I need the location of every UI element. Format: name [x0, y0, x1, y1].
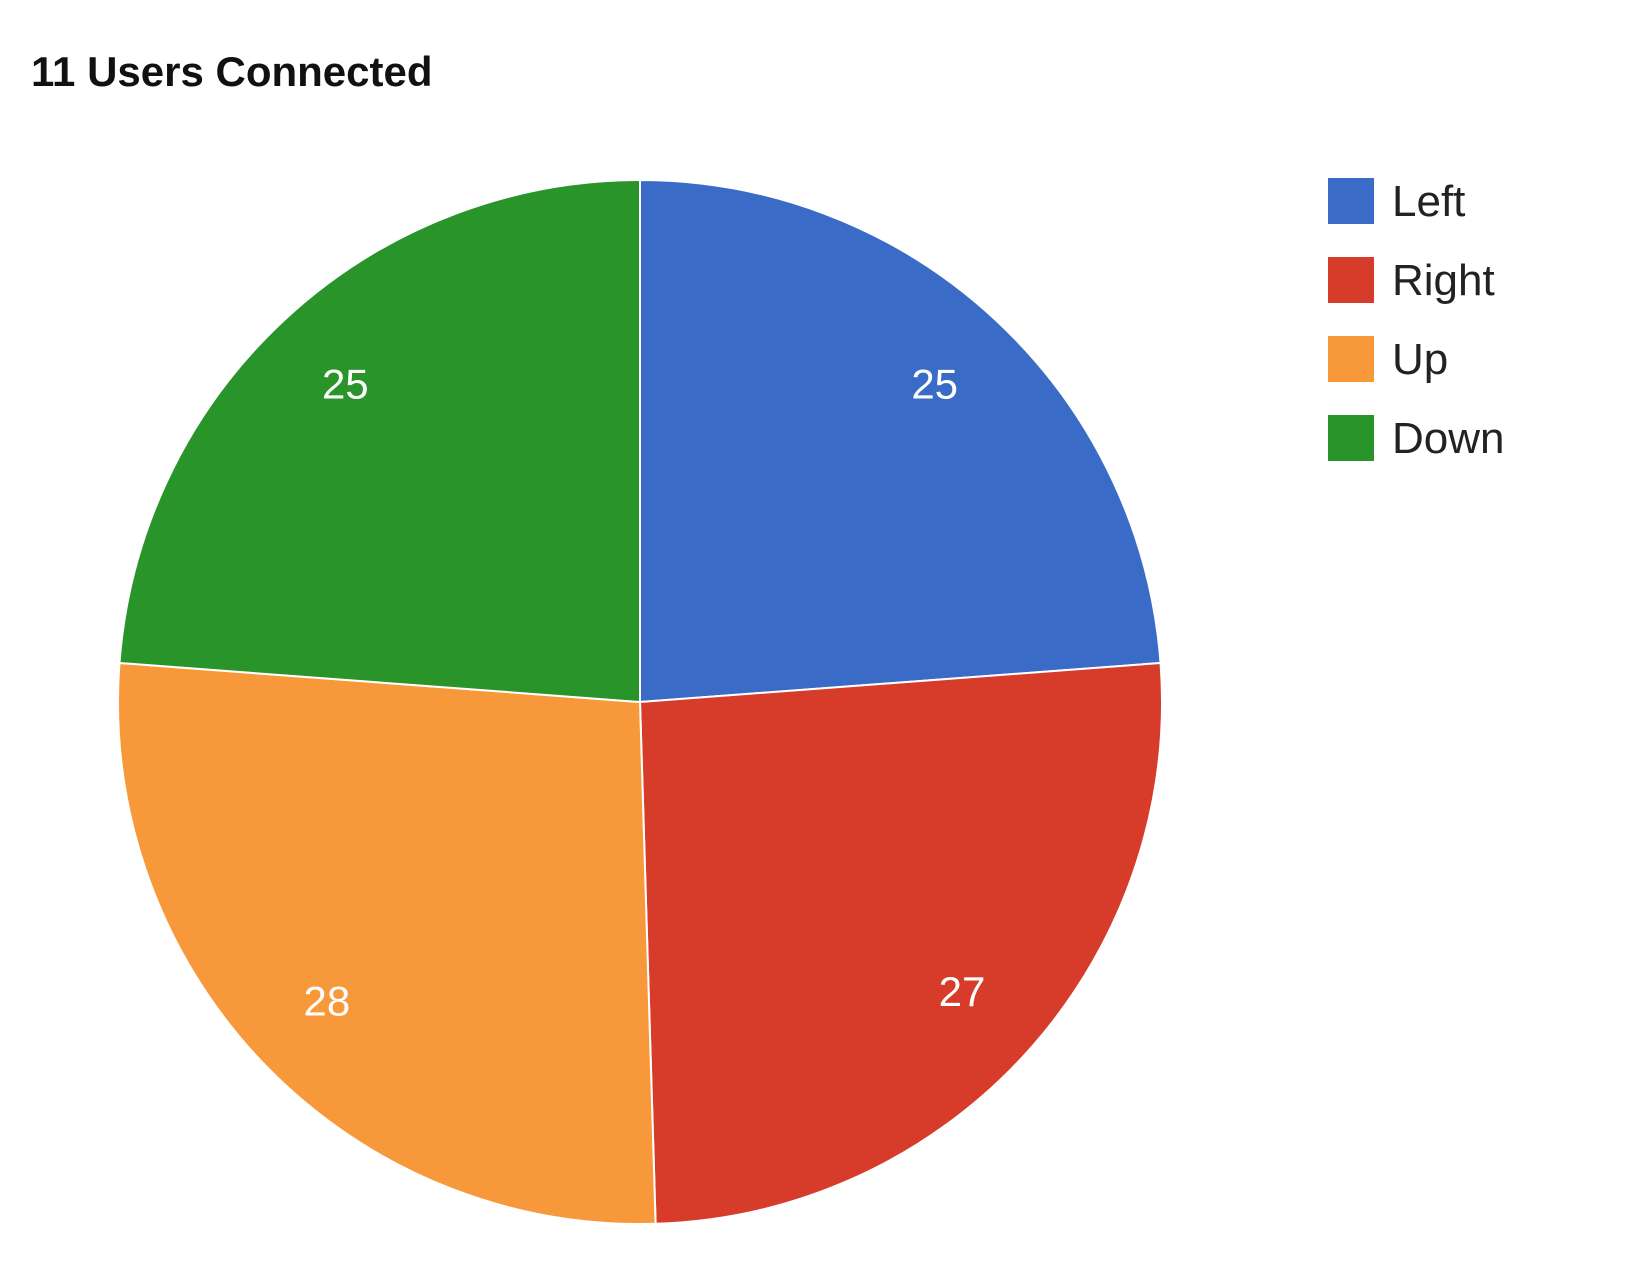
legend-item-up[interactable]: Up: [1328, 335, 1448, 384]
legend-item-right[interactable]: Right: [1328, 256, 1495, 305]
legend-swatch: [1328, 415, 1374, 461]
legend-label: Down: [1392, 414, 1505, 463]
pie-slice-up[interactable]: [117, 661, 657, 1225]
legend-item-left[interactable]: Left: [1328, 177, 1465, 226]
legend-label: Right: [1392, 256, 1495, 305]
chart-title: 11 Users Connected: [31, 48, 433, 95]
legend-item-down[interactable]: Down: [1328, 414, 1505, 463]
pie-slice-right[interactable]: [638, 661, 1163, 1225]
legend-label: Up: [1392, 335, 1448, 384]
pie-slice-left[interactable]: [639, 178, 1162, 704]
legend-swatch: [1328, 178, 1374, 224]
slice-label-left: 25: [911, 360, 958, 407]
slice-label-up: 28: [303, 977, 350, 1024]
legend-swatch: [1328, 257, 1374, 303]
pie-slice-down[interactable]: [118, 178, 641, 704]
slice-label-down: 25: [322, 360, 369, 407]
slice-label-right: 27: [939, 968, 986, 1015]
legend-swatch: [1328, 336, 1374, 382]
legend-label: Left: [1392, 177, 1465, 226]
